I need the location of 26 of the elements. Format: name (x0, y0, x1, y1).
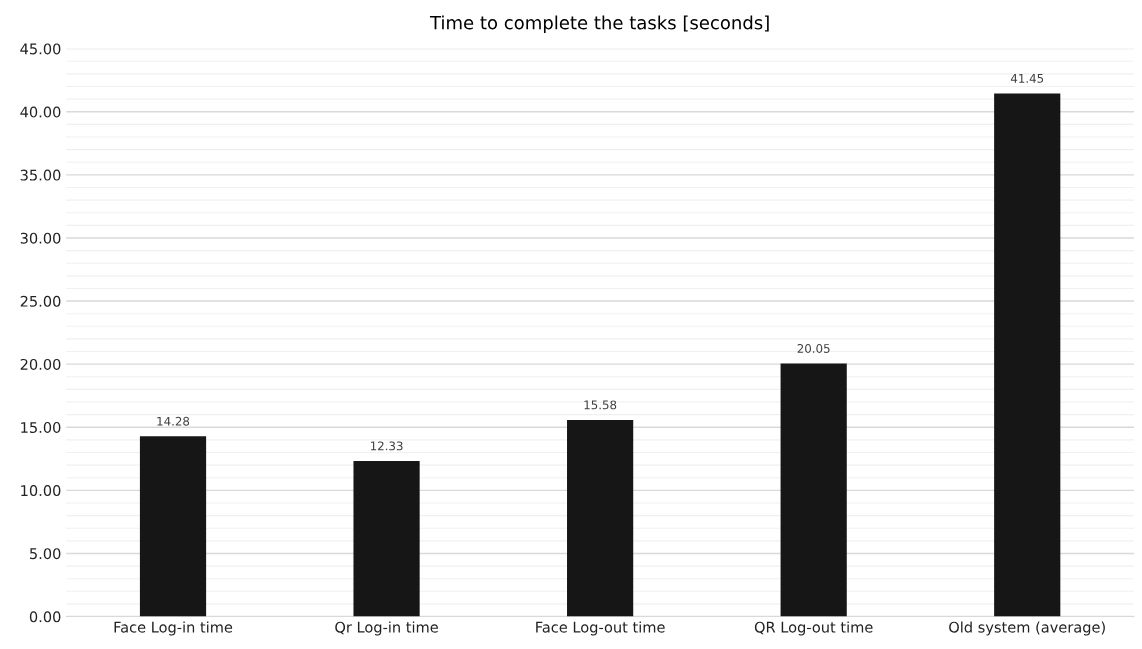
data-label: 15.58 (584, 400, 617, 410)
y-tick-label: 10.00 (21, 485, 61, 497)
y-tick-label: 25.00 (20, 295, 61, 307)
x-tick-label: Face Log-out time (536, 621, 665, 636)
bar (780, 363, 847, 617)
y-tick-label: 0.00 (29, 611, 61, 623)
data-label: 12.33 (370, 441, 403, 451)
x-tick-label: Old system (average) (949, 621, 1105, 636)
x-tick-label: QR Log-out time (754, 621, 873, 636)
bar (994, 93, 1061, 617)
x-tick-label: Qr Log-in time (335, 621, 438, 636)
y-tick-label: 30.00 (20, 232, 61, 244)
data-label: 20.05 (797, 343, 830, 353)
data-label: 14.28 (157, 416, 190, 426)
y-tick-label: 20.00 (20, 358, 61, 370)
y-tick-label: 15.00 (21, 421, 61, 434)
y-tick-label: 5.00 (30, 548, 61, 560)
x-tick-label: Face Log-in time (114, 621, 233, 636)
bar (139, 436, 207, 617)
bar (353, 460, 420, 617)
y-tick-label: 45.00 (20, 43, 61, 55)
y-tick-label: 40.00 (20, 106, 61, 118)
chart-title: Time to complete the tasks [seconds] (429, 15, 769, 33)
bar (567, 419, 634, 617)
y-tick-label: 35.00 (20, 169, 61, 181)
data-label: 41.45 (1010, 74, 1044, 83)
